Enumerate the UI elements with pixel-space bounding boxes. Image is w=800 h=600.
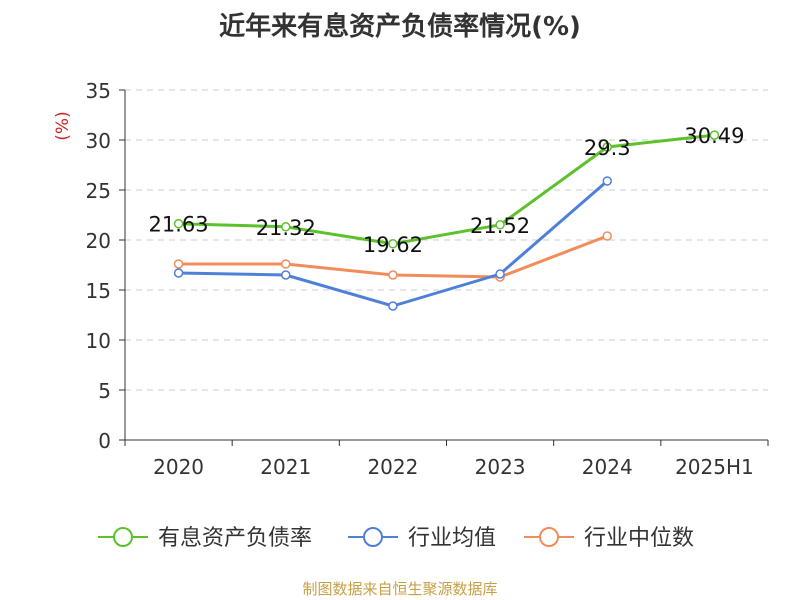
data-point (495, 269, 505, 279)
data-point (281, 222, 291, 232)
data-point (709, 130, 720, 140)
data-label: 21.32 (256, 216, 316, 240)
data-point (173, 268, 184, 278)
data-label: 30.49 (684, 124, 744, 148)
data-point (602, 231, 612, 241)
y-tick-label: 0 (98, 429, 111, 453)
x-tick-label: 2020 (153, 455, 204, 479)
axes: 0 5 10 15 20 25 30 35 2020 2021 2022 2023 2024 2025H1… (53, 79, 769, 479)
data-point (602, 142, 612, 152)
legend: 有息资产负债率 行业均值 行业中位数 (98, 526, 694, 551)
x-tick-label: 2023 (475, 455, 526, 479)
data-point (388, 301, 398, 311)
series-line (178, 133, 715, 246)
x-tick-label: 2022 (367, 455, 418, 479)
y-tick-label: 10 (86, 329, 111, 353)
x-tick-label: 2021 (260, 455, 311, 479)
data-point (388, 239, 398, 249)
data-labels: 21.63 21.32 19.62 21.52 29.3 30.49 (149, 124, 745, 257)
legend-marker (363, 527, 383, 547)
data-point (173, 259, 184, 269)
source-note: 制图数据来自恒生聚源数据库 (302, 580, 498, 598)
y-axis-label: (%) (53, 111, 73, 140)
legend-label: 有息资产负债率 (158, 526, 312, 551)
y-tick-label: 30 (86, 129, 111, 153)
legend-marker (539, 527, 559, 547)
y-tick-label: 20 (86, 229, 111, 253)
x-tick-label: 2025H1 (675, 455, 754, 479)
data-point (281, 270, 291, 280)
data-point (602, 176, 612, 186)
grid-lines (125, 89, 768, 391)
y-tick-label: 5 (98, 379, 111, 403)
data-point (388, 270, 398, 280)
y-tick-label: 15 (86, 279, 111, 303)
legend-label: 行业中位数 (584, 526, 694, 551)
series-lines (173, 130, 720, 311)
data-label: 21.52 (470, 214, 530, 238)
legend-label: 行业均值 (408, 526, 496, 551)
chart-title: 近年来有息资产负债率情况(%) (219, 12, 581, 42)
x-tick-label: 2024 (582, 455, 633, 479)
y-tick-label: 35 (86, 79, 111, 103)
data-point (495, 220, 505, 230)
data-label: 29.3 (584, 136, 631, 160)
data-point (281, 259, 291, 269)
data-label: 19.62 (363, 233, 423, 257)
data-point (173, 218, 184, 229)
y-tick-label: 25 (86, 179, 111, 203)
data-label: 21.63 (149, 213, 209, 237)
legend-marker (113, 527, 133, 547)
